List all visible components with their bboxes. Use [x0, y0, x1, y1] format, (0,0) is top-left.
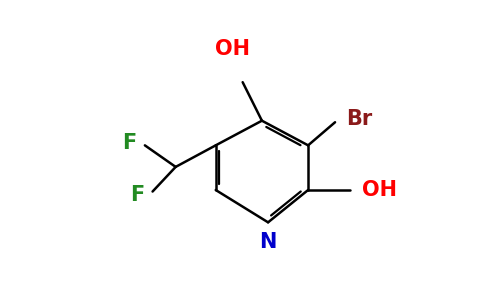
- Text: OH: OH: [362, 180, 397, 200]
- Text: OH: OH: [215, 39, 250, 59]
- Text: F: F: [130, 184, 144, 205]
- Text: N: N: [259, 232, 277, 252]
- Text: F: F: [122, 133, 136, 153]
- Text: Br: Br: [347, 109, 373, 129]
